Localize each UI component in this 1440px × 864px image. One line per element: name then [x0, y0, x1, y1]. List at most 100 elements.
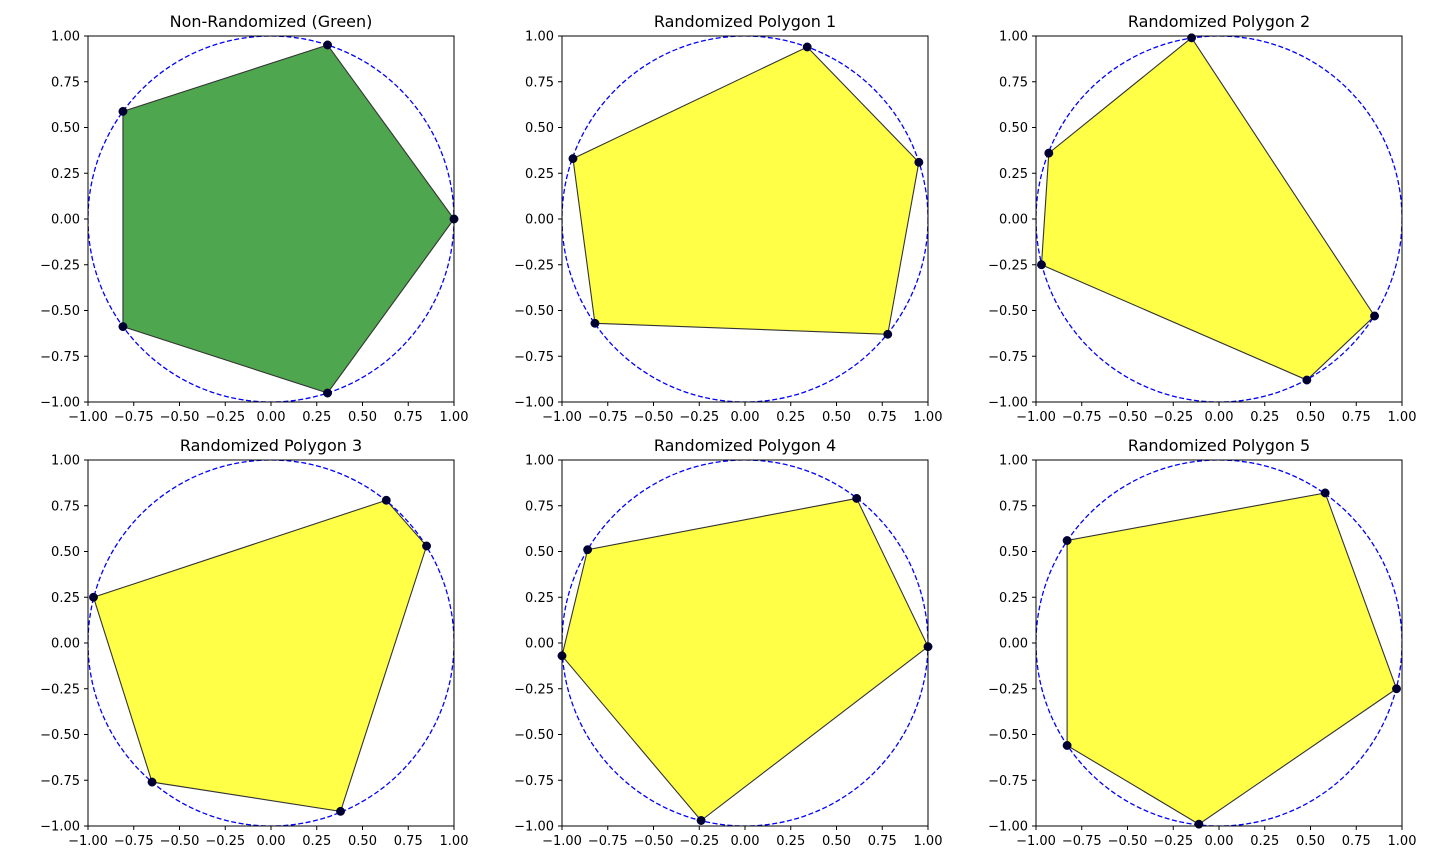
- vertex-point: [323, 40, 332, 50]
- x-tick-label: 1.00: [440, 410, 469, 425]
- y-tick-label: 0.75: [999, 499, 1028, 514]
- y-tick-label: 0.00: [525, 637, 554, 652]
- x-tick-label: 1.00: [1388, 834, 1417, 849]
- subplot-title: Randomized Polygon 3: [180, 436, 362, 455]
- y-tick-label: −0.75: [514, 774, 554, 789]
- y-tick-label: 0.50: [51, 121, 80, 136]
- y-tick-label: −1.00: [514, 396, 554, 411]
- vertex-point: [89, 592, 98, 602]
- x-tick-label: 1.00: [1388, 410, 1417, 425]
- y-tick-label: −1.00: [988, 396, 1028, 411]
- vertex-point: [422, 541, 431, 551]
- y-tick-label: 0.00: [999, 213, 1028, 228]
- y-tick-label: 0.25: [525, 591, 554, 606]
- x-tick-label: 1.00: [914, 834, 943, 849]
- vertex-point: [1062, 741, 1072, 750]
- y-tick-label: −0.25: [988, 258, 1028, 273]
- y-tick-label: 0.25: [525, 167, 554, 182]
- x-tick-label: −0.75: [114, 834, 154, 849]
- y-tick-label: 0.00: [51, 637, 80, 652]
- y-tick-label: −1.00: [40, 820, 80, 835]
- vertex-point: [802, 42, 812, 52]
- x-tick-label: −0.75: [588, 410, 628, 425]
- vertex-point: [323, 388, 332, 398]
- x-tick-label: −0.25: [205, 834, 245, 849]
- x-tick-label: 0.00: [257, 834, 286, 849]
- x-tick-label: −0.75: [1062, 410, 1102, 425]
- y-tick-label: −0.75: [514, 350, 554, 365]
- x-tick-label: 0.00: [1205, 834, 1234, 849]
- x-tick-label: 0.50: [1296, 834, 1325, 849]
- x-tick-label: −1.00: [542, 410, 582, 425]
- x-tick-label: 1.00: [914, 410, 943, 425]
- y-tick-label: −0.50: [514, 728, 554, 743]
- y-tick-label: −0.75: [988, 350, 1028, 365]
- y-tick-label: 0.00: [999, 637, 1028, 652]
- x-tick-label: −0.25: [205, 410, 245, 425]
- y-tick-label: −0.75: [40, 350, 80, 365]
- x-tick-label: 0.50: [1296, 410, 1325, 425]
- subplot-6: −1.00 −0.75 −0.50 −0.25 0.00 0.25 0.50 0.75 1.00…: [988, 436, 1416, 849]
- x-tick-label: 0.50: [348, 410, 377, 425]
- y-tick-label: 1.00: [51, 30, 80, 45]
- y-tick-label: −0.25: [40, 682, 80, 697]
- y-tick-label: −0.75: [988, 774, 1028, 789]
- x-tick-label: 0.50: [348, 834, 377, 849]
- x-tick-label: 0.25: [302, 834, 331, 849]
- vertex-point: [147, 777, 157, 787]
- x-tick-label: −0.50: [160, 834, 200, 849]
- vertex-point: [914, 157, 924, 167]
- y-tick-label: 0.75: [51, 75, 80, 90]
- x-tick-label: 0.50: [822, 410, 851, 425]
- polygon-shape: [1040, 37, 1376, 381]
- polygon-shape: [122, 44, 454, 394]
- vertex-point: [381, 495, 391, 505]
- x-tick-label: 0.25: [302, 410, 331, 425]
- y-tick-label: 1.00: [999, 30, 1028, 45]
- polygon-shape: [562, 497, 928, 822]
- subplot-title: Randomized Polygon 1: [654, 12, 836, 31]
- y-tick-label: −0.25: [988, 682, 1028, 697]
- vertex-point: [583, 545, 593, 555]
- y-tick-label: 0.75: [525, 75, 554, 90]
- y-tick-label: 0.50: [999, 545, 1028, 560]
- polygon-shape: [1066, 492, 1398, 825]
- vertex-point: [1037, 260, 1046, 270]
- subplot-title: Randomized Polygon 2: [1128, 12, 1310, 31]
- y-tick-label: 0.25: [51, 591, 80, 606]
- x-tick-label: 0.25: [776, 834, 805, 849]
- x-tick-label: −0.25: [1153, 834, 1193, 849]
- vertex-point: [1194, 819, 1204, 829]
- x-tick-label: −0.75: [114, 410, 154, 425]
- y-tick-label: 1.00: [51, 454, 80, 469]
- x-tick-label: −0.50: [634, 410, 674, 425]
- x-tick-label: −1.00: [542, 834, 582, 849]
- y-tick-label: 0.50: [51, 545, 80, 560]
- x-tick-label: −0.25: [679, 834, 719, 849]
- vertex-point: [118, 322, 128, 332]
- y-tick-label: 0.75: [51, 499, 80, 514]
- x-tick-label: −0.50: [1108, 410, 1148, 425]
- x-tick-label: 0.50: [822, 834, 851, 849]
- subplot-5: −1.00 −0.75 −0.50 −0.25 0.00 0.25 0.50 0.75 1.00…: [514, 436, 942, 849]
- y-tick-label: 0.25: [999, 167, 1028, 182]
- y-tick-label: 1.00: [525, 30, 554, 45]
- subplot-title: Non-Randomized (Green): [170, 12, 373, 31]
- polygon-shape: [92, 499, 428, 812]
- y-tick-label: 1.00: [999, 454, 1028, 469]
- y-tick-label: 0.25: [51, 167, 80, 182]
- x-tick-label: −1.00: [1016, 834, 1056, 849]
- vertex-point: [883, 329, 893, 339]
- y-tick-label: −0.50: [40, 304, 80, 319]
- y-tick-label: −0.50: [988, 304, 1028, 319]
- y-tick-label: −0.50: [514, 304, 554, 319]
- vertex-point: [852, 493, 862, 503]
- y-tick-label: −0.50: [40, 728, 80, 743]
- x-tick-label: −0.75: [1062, 834, 1102, 849]
- x-tick-label: −0.50: [1108, 834, 1148, 849]
- x-tick-label: −1.00: [1016, 410, 1056, 425]
- vertex-point: [590, 318, 600, 328]
- vertex-point: [696, 816, 706, 825]
- vertex-point: [1302, 375, 1312, 385]
- y-tick-label: −1.00: [988, 820, 1028, 835]
